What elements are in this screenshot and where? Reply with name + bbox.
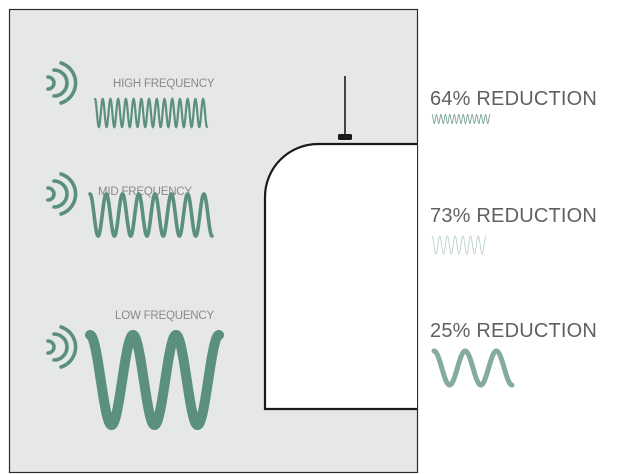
sound-emitter-icon — [46, 172, 78, 216]
low-frequency-label: LOW FREQUENCY — [115, 310, 215, 322]
high-frequency-reduced-wave — [431, 114, 491, 124]
high-frequency-label: HIGH FREQUENCY — [113, 78, 215, 90]
low-frequency-reduced-wave — [431, 348, 515, 388]
low-reduction-label: 25% REDUCTION — [430, 320, 597, 342]
low-frequency-wave — [85, 329, 224, 431]
sound-emitter-icon — [46, 325, 78, 369]
pendant-cap — [338, 134, 352, 140]
sound-emitter-icon — [46, 61, 78, 105]
mid-reduction-label: 73% REDUCTION — [430, 205, 597, 227]
mid-frequency-reduced-wave — [431, 235, 487, 255]
high-reduction-label: 64% REDUCTION — [430, 88, 597, 110]
mid-frequency-label: MID FREQUENCY — [98, 186, 192, 198]
high-frequency-wave — [93, 97, 209, 129]
pendant-light-icon — [263, 76, 417, 411]
mid-frequency-wave — [88, 191, 214, 239]
pendant-shade — [263, 142, 417, 411]
